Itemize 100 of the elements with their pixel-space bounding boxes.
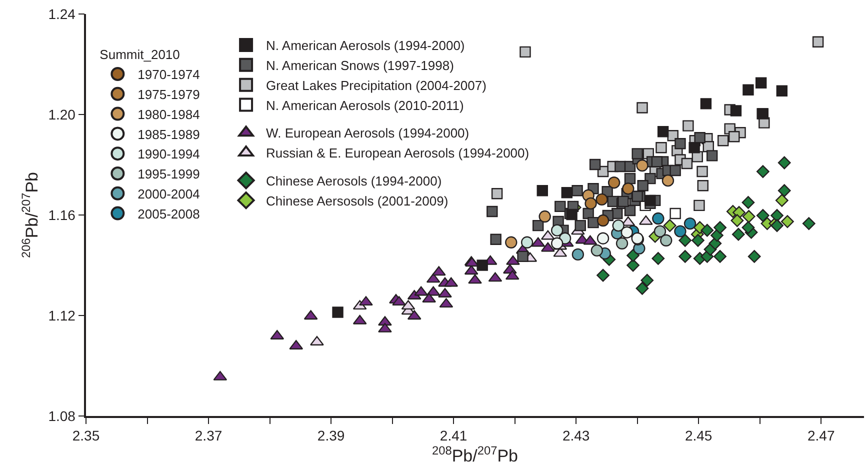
point (812, 36, 824, 48)
legend-label: 2000-2004 (138, 186, 200, 202)
legend-label: 1990-1994 (138, 146, 200, 162)
point (778, 184, 791, 198)
point (670, 208, 681, 220)
point (688, 142, 700, 154)
x-tick-label: 2.43 (562, 428, 590, 444)
point (778, 156, 791, 170)
point (637, 180, 648, 192)
x-tick-label: 2.45 (684, 428, 712, 444)
point (696, 166, 708, 178)
y-tick-label: 1.24 (48, 6, 76, 22)
point (636, 102, 648, 114)
point (640, 274, 654, 287)
point (506, 255, 520, 265)
point (694, 200, 705, 212)
point (538, 210, 551, 223)
legend-label: N. American Aerosols (2010-2011) (266, 98, 464, 113)
point (652, 252, 665, 265)
legend-label: Chinese Aerosols (1994-2000) (266, 174, 442, 188)
point (550, 224, 564, 236)
point (662, 174, 674, 187)
point (700, 224, 714, 237)
legend-title: Summit_2010 (100, 47, 180, 62)
y-tick-label: 1.16 (48, 206, 76, 223)
y-tick-label: 1.12 (48, 307, 76, 324)
point (663, 219, 676, 232)
point (561, 187, 572, 198)
point (780, 215, 794, 228)
point (608, 176, 620, 189)
point (732, 228, 745, 241)
legend-label: 1975-1979 (138, 86, 200, 102)
x-tick-label: 2.37 (194, 428, 222, 444)
point (710, 228, 724, 242)
point (674, 225, 686, 238)
legend-label: 1995-1999 (138, 166, 200, 182)
point (652, 212, 664, 225)
point (742, 221, 755, 234)
point (596, 268, 610, 282)
point (596, 214, 610, 227)
legend-label: 1985-1989 (138, 126, 200, 142)
point (520, 236, 534, 248)
point (681, 158, 693, 170)
point (359, 296, 373, 306)
point (730, 105, 742, 116)
legend-label: Russian & E. European Aerosols (1994-2000) (266, 146, 530, 161)
point (748, 250, 761, 263)
point (742, 84, 754, 96)
point (596, 232, 610, 244)
point (776, 85, 788, 96)
point (550, 237, 564, 250)
x-tick-label: 2.41 (440, 428, 468, 444)
point (697, 180, 708, 192)
point (505, 236, 518, 248)
point (700, 98, 712, 110)
point (802, 217, 816, 230)
point (644, 194, 656, 206)
point (616, 237, 628, 250)
point (596, 193, 608, 206)
legend-label: N. American Snows (1997-1998) (266, 58, 454, 73)
point (654, 225, 666, 238)
point (756, 209, 770, 222)
point (730, 214, 744, 227)
point (718, 135, 729, 146)
legend-label: Chinese Aersosols (2001-2009) (266, 193, 448, 208)
point (728, 131, 740, 142)
legend-label: 1970-1974 (138, 67, 200, 82)
point (770, 209, 784, 222)
x-tick-label: 2.35 (72, 428, 100, 444)
point (656, 142, 667, 154)
point (491, 188, 503, 200)
point (674, 138, 686, 150)
point (632, 190, 643, 202)
point (684, 217, 696, 230)
point (536, 185, 548, 196)
point (554, 200, 566, 212)
point (670, 164, 681, 176)
point (584, 197, 597, 210)
point (636, 159, 648, 172)
point (632, 148, 643, 160)
point (520, 46, 531, 58)
point (636, 282, 649, 295)
point (532, 220, 544, 232)
legend-label: 2005-2008 (138, 206, 200, 222)
point (678, 234, 692, 247)
point (590, 244, 604, 257)
point (572, 248, 584, 261)
point (678, 250, 692, 263)
point (657, 126, 669, 138)
legend-label: Great Lakes Precipitation (2004-2007) (266, 78, 486, 93)
point (378, 322, 392, 332)
point (694, 132, 706, 144)
point (714, 250, 726, 263)
x-tick-label: 2.39 (317, 428, 345, 444)
point (626, 249, 640, 262)
point (612, 219, 624, 232)
x-tick-label: 2.47 (807, 428, 835, 444)
point (588, 216, 599, 228)
point (517, 250, 528, 262)
point (682, 120, 694, 132)
